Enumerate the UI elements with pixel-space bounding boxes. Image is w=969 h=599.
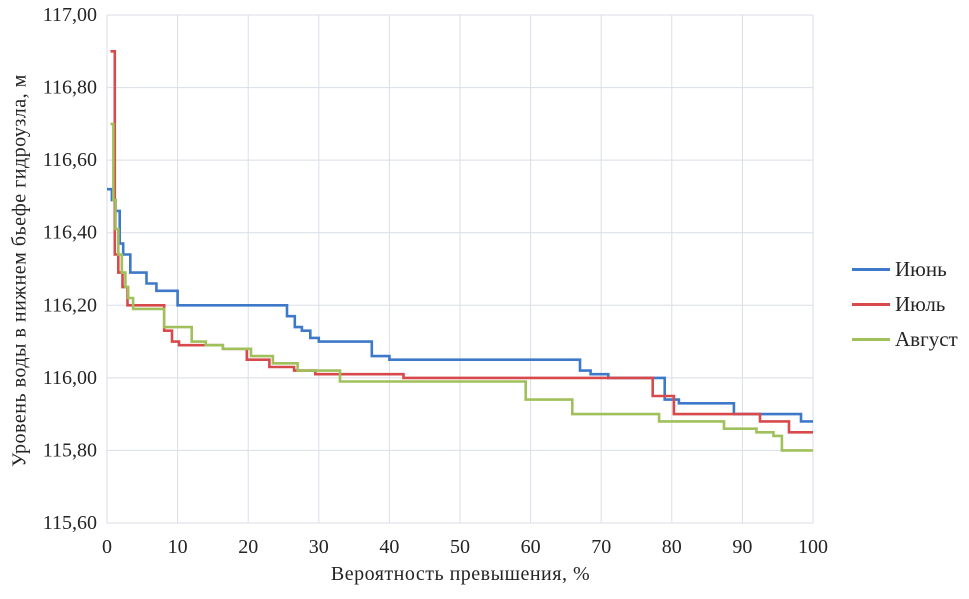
x-tick-label: 70 [591, 536, 611, 558]
y-tick-label: 116,20 [43, 294, 97, 316]
legend-line-august [852, 338, 890, 341]
legend-label-june: Июнь [895, 257, 947, 281]
y-tick-label: 115,60 [43, 512, 97, 534]
y-tick-label: 116,80 [43, 77, 97, 99]
legend-line-june [852, 268, 890, 271]
y-axis-title: Уровень воды в нижнем бьефе гидроузла, м [8, 74, 31, 467]
y-tick-label: 116,60 [43, 149, 97, 171]
y-tick-label: 117,00 [43, 4, 97, 26]
legend-label-august: Август [895, 327, 958, 351]
x-tick-label: 50 [450, 536, 470, 558]
legend: Июнь Июль Август [852, 252, 969, 357]
x-tick-label: 20 [238, 536, 258, 558]
x-tick-label: 60 [521, 536, 541, 558]
y-tick-label: 116,00 [43, 367, 97, 389]
x-tick-label: 90 [732, 536, 752, 558]
series-line-july [110, 50, 813, 434]
gridlines [106, 14, 814, 524]
x-tick-label: 10 [168, 536, 188, 558]
legend-item-july: Июль [852, 287, 969, 322]
x-tick-label: 100 [798, 536, 828, 558]
x-tick-label: 80 [662, 536, 682, 558]
x-tick-label: 40 [379, 536, 399, 558]
y-tick-label: 115,80 [43, 439, 97, 461]
legend-label-july: Июль [895, 292, 946, 316]
y-tick-labels: 117,00 116,80 116,60 116,40 116,20 116,00 115,… [43, 4, 97, 534]
x-axis-title: Вероятность превышения, % [330, 563, 591, 585]
series-line-august [110, 122, 813, 452]
x-tick-label: 30 [309, 536, 329, 558]
y-tick-label: 116,40 [43, 222, 97, 244]
series-line-june [107, 187, 813, 423]
legend-line-july [852, 303, 890, 306]
x-tick-labels: 0 10 20 30 40 50 60 70 80 90 100 [102, 536, 828, 558]
x-tick-label: 0 [102, 536, 112, 558]
legend-item-june: Июнь [852, 252, 969, 287]
legend-item-august: Август [852, 322, 969, 357]
